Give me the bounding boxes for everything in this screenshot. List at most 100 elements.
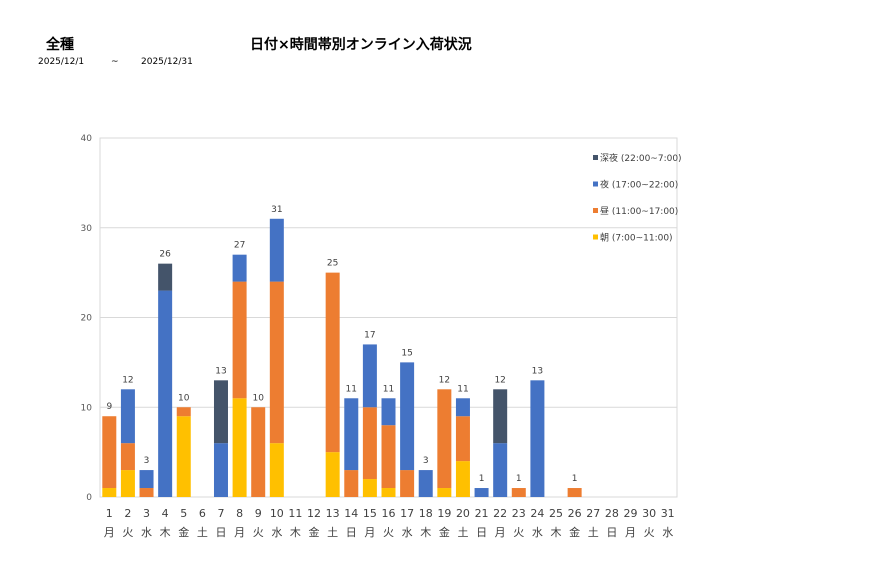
x-weekday-label: 木	[420, 526, 431, 539]
bar-segment	[213, 380, 228, 444]
date-from: 2025/12/1	[38, 57, 85, 67]
x-weekday-label: 金	[178, 525, 189, 539]
x-weekday-label: 水	[271, 526, 282, 539]
data-label: 13	[215, 366, 226, 376]
data-label: 12	[439, 375, 450, 385]
bar-segment	[269, 281, 284, 444]
bar-segment	[325, 452, 340, 497]
bar-segment	[176, 407, 191, 417]
x-tick-label: 1	[106, 507, 113, 520]
x-tick-label: 6	[199, 507, 206, 520]
x-weekday-label: 月	[234, 526, 245, 539]
date-to: 2025/12/31	[141, 57, 193, 67]
x-tick-label: 28	[605, 507, 619, 520]
bar-segment	[493, 443, 508, 497]
bar-segment	[120, 470, 135, 497]
x-weekday-label: 日	[606, 526, 617, 539]
x-tick-label: 24	[530, 507, 544, 520]
x-tick-label: 29	[623, 507, 637, 520]
bar-segment	[251, 407, 266, 497]
data-label: 11	[383, 384, 394, 394]
data-label: 31	[271, 205, 282, 215]
date-tilde: ~	[111, 57, 119, 67]
x-weekday-label: 水	[532, 526, 543, 539]
bar-segment	[158, 263, 173, 291]
bar-segment	[120, 389, 135, 444]
y-tick-label: 30	[81, 224, 93, 234]
x-weekday-label: 木	[551, 526, 562, 539]
legend-label: 昼 (11:00~17:00)	[600, 206, 678, 217]
x-weekday-label: 木	[160, 526, 171, 539]
x-tick-label: 14	[344, 507, 358, 520]
x-weekday-label: 金	[569, 525, 580, 539]
y-tick-label: 0	[86, 493, 92, 503]
x-weekday-label: 月	[364, 526, 375, 539]
x-weekday-label: 土	[588, 526, 599, 539]
x-tick-label: 31	[661, 507, 675, 520]
x-weekday-label: 木	[290, 526, 301, 539]
data-label: 15	[401, 348, 412, 358]
data-label: 11	[346, 384, 357, 394]
x-tick-label: 5	[180, 507, 187, 520]
bar-segment	[362, 344, 377, 408]
x-weekday-label: 月	[104, 526, 115, 539]
x-tick-label: 2	[124, 507, 131, 520]
y-tick-label: 20	[81, 314, 93, 324]
bar-segment	[474, 488, 489, 497]
x-weekday-label: 水	[141, 526, 152, 539]
bar-segment	[567, 488, 582, 497]
data-label: 11	[457, 384, 468, 394]
x-tick-label: 19	[437, 507, 451, 520]
legend-swatch	[593, 234, 598, 240]
x-weekday-label: 土	[327, 526, 338, 539]
x-tick-label: 8	[236, 507, 243, 520]
x-tick-label: 26	[568, 507, 582, 520]
bar-segment	[176, 416, 191, 497]
legend-label: 朝 (7:00~11:00)	[600, 233, 673, 244]
x-tick-label: 11	[288, 507, 302, 520]
bar-segment	[493, 389, 508, 444]
bar-segment	[158, 290, 173, 497]
data-label: 17	[364, 330, 375, 340]
x-tick-label: 18	[419, 507, 433, 520]
bar-segment	[344, 398, 359, 471]
data-label: 1	[516, 474, 522, 484]
bar-segment	[381, 425, 396, 489]
legend-swatch	[593, 181, 598, 187]
bar-segment	[437, 389, 452, 489]
x-tick-label: 27	[586, 507, 600, 520]
bar-segment	[269, 443, 284, 497]
x-weekday-label: 火	[383, 526, 394, 539]
data-label: 13	[532, 366, 543, 376]
x-weekday-label: 火	[513, 526, 524, 539]
x-tick-label: 23	[512, 507, 526, 520]
category-label: 全種	[46, 37, 74, 53]
x-weekday-label: 日	[476, 526, 487, 539]
bar-segment	[381, 488, 396, 497]
bar-segment	[139, 488, 154, 497]
page-title: 日付×時間帯別オンライン入荷状況	[250, 37, 472, 53]
x-tick-label: 4	[162, 507, 169, 520]
x-weekday-label: 火	[122, 526, 133, 539]
x-weekday-label: 土	[197, 526, 208, 539]
x-tick-label: 15	[363, 507, 377, 520]
data-label: 1	[479, 474, 485, 484]
x-tick-label: 25	[549, 507, 563, 520]
bar-segment	[102, 416, 117, 489]
y-tick-label: 40	[81, 134, 93, 144]
x-weekday-label: 日	[215, 526, 226, 539]
bar-segment	[213, 443, 228, 497]
bar-segment	[232, 281, 247, 399]
bar-segment	[325, 272, 340, 453]
data-label: 3	[423, 456, 429, 466]
data-label: 10	[252, 393, 264, 403]
bar-segment	[511, 488, 526, 497]
x-weekday-label: 水	[662, 526, 673, 539]
bar-segment	[455, 461, 470, 497]
x-weekday-label: 日	[346, 526, 357, 539]
bar-segment	[455, 398, 470, 417]
x-weekday-label: 土	[457, 526, 468, 539]
x-weekday-label: 月	[495, 526, 506, 539]
